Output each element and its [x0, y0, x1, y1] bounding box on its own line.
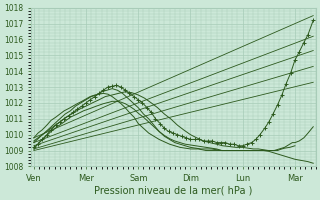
- X-axis label: Pression niveau de la mer( hPa ): Pression niveau de la mer( hPa ): [94, 186, 253, 196]
